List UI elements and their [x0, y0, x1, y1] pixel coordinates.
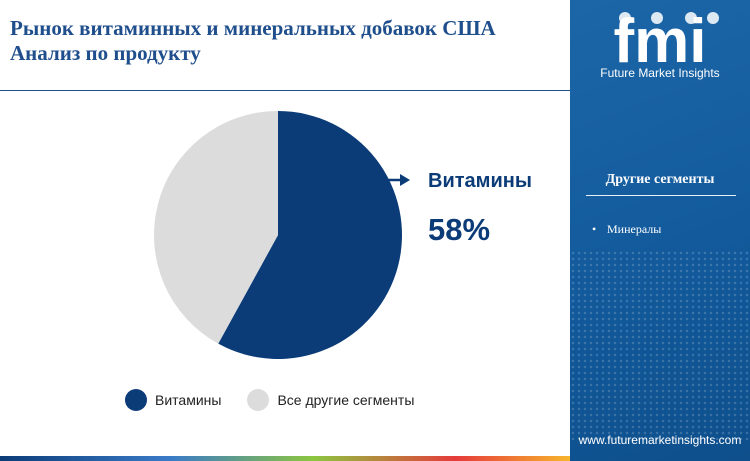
highlight-value: 58%	[428, 212, 491, 247]
legend-item-vitamins: Витамины	[125, 389, 221, 411]
chart-title-line-2: Анализ по продукту	[10, 41, 201, 65]
title-divider	[0, 90, 570, 91]
other-segment-label: Минералы	[607, 222, 662, 236]
other-segments-list: • Минералы	[592, 222, 661, 237]
logo-caption: Future Market Insights	[600, 66, 720, 80]
callout-arrow-icon	[386, 174, 410, 186]
chart-title: Рынок витаминных и минеральных добавок С…	[10, 16, 560, 66]
other-segments-divider	[586, 195, 736, 196]
world-map-dots	[570, 250, 750, 440]
bottom-color-bar	[0, 456, 570, 461]
highlight-label: Витамины	[428, 170, 532, 192]
legend-label-vitamins: Витамины	[155, 392, 222, 408]
legend-label-other: Все другие сегменты	[277, 392, 415, 408]
other-segments-title: Другие сегменты	[605, 172, 715, 187]
pie-slice-other	[154, 111, 278, 344]
pie-slice-vitamins	[218, 111, 403, 360]
chart-title-line-1: Рынок витаминных и минеральных добавок С…	[10, 16, 496, 40]
pie-chart	[154, 111, 403, 360]
bullet-icon: •	[592, 222, 597, 236]
sidebar: fmi Future Market Insights Другие сегмен…	[570, 0, 750, 461]
chart-legend: Витамины Все другие сегменты	[125, 389, 440, 411]
legend-item-other: Все другие сегменты	[247, 389, 414, 411]
legend-swatch-other	[247, 389, 270, 411]
fmi-logo: fmi	[614, 10, 719, 70]
list-item: • Минералы	[592, 222, 661, 237]
website-link[interactable]: www.futuremarketinsights.com	[578, 433, 742, 447]
legend-swatch-vitamins	[125, 389, 147, 411]
